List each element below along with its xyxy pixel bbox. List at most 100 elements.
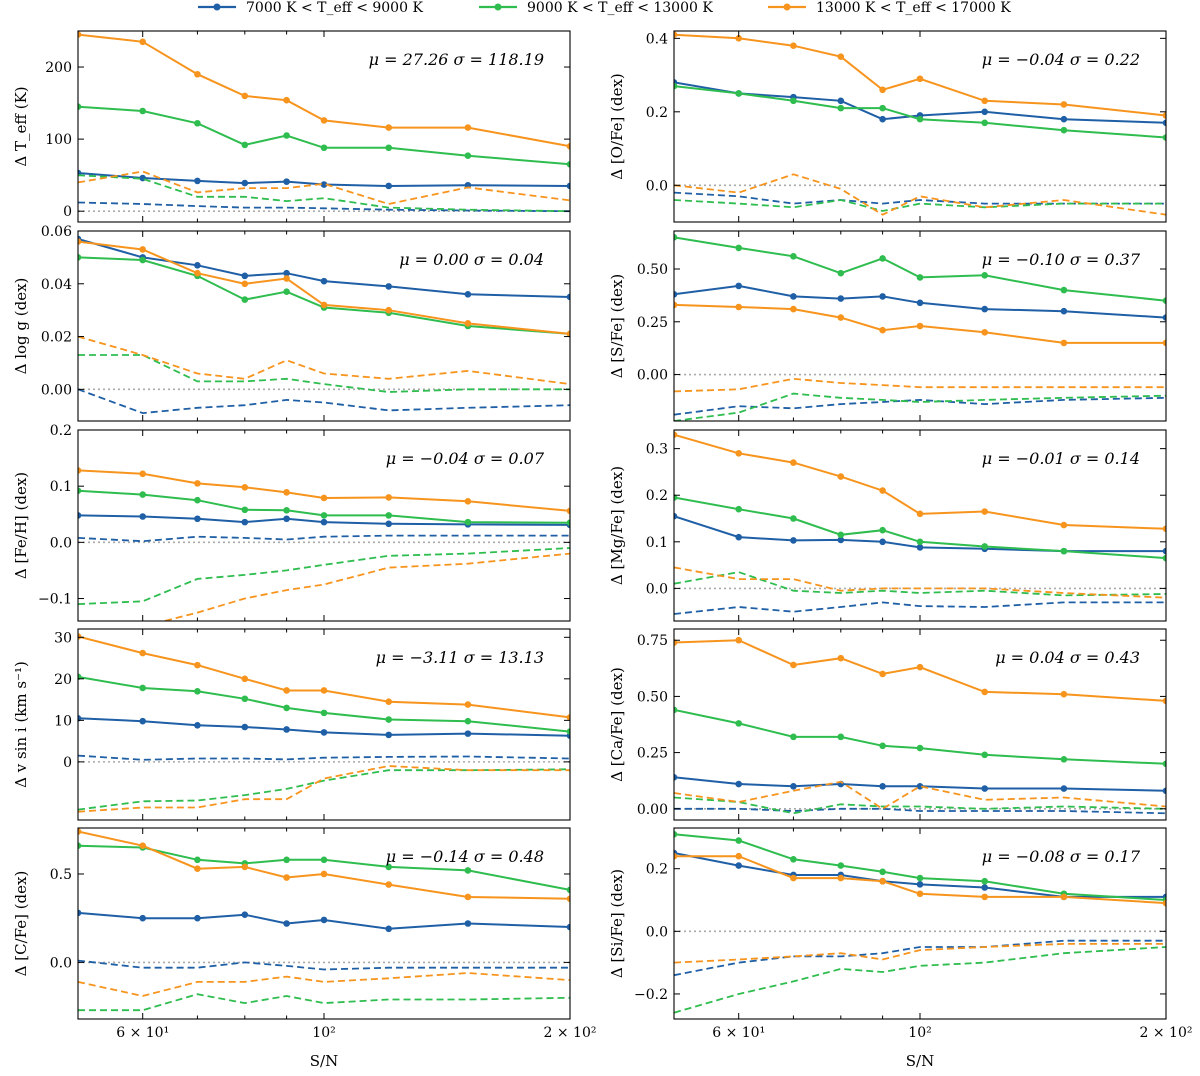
data-point-green: [283, 132, 290, 139]
series-dashed-blue: [674, 396, 1166, 416]
stats-annotation: μ = −0.10 σ = 0.37: [982, 250, 1141, 269]
stats-annotation: μ = −0.08 σ = 0.17: [982, 847, 1141, 866]
data-point-green: [837, 269, 845, 277]
series-dashed-green: [674, 392, 1166, 421]
data-point-orange: [879, 86, 886, 94]
y-tick-label: 0.2: [646, 105, 668, 121]
panel-6: 0.00 0.25 0.50 Δ [S/Fe] (dex) μ = −0.10 σ = …: [608, 230, 1167, 422]
data-point-orange: [283, 96, 290, 104]
y-axis-label: Δ [Si/Fe] (dex): [608, 869, 626, 978]
series-dashed-green: [78, 993, 570, 1012]
y-tick-label: −0.1: [38, 592, 72, 608]
series-dashed-orange: [78, 972, 570, 997]
series-dashed-orange: [674, 377, 1166, 393]
data-point-blue: [283, 920, 290, 927]
data-point-orange: [837, 314, 845, 321]
data-point-green: [566, 161, 570, 168]
data-point-green: [981, 877, 989, 885]
data-point-orange: [1162, 112, 1166, 119]
data-point-green: [241, 141, 249, 149]
data-point-orange: [916, 322, 924, 330]
data-point-blue: [1162, 547, 1166, 555]
data-point-green: [790, 97, 797, 105]
y-axis-label: Δ [Fe/H] (dex): [12, 472, 30, 579]
data-point-orange: [1162, 525, 1166, 533]
data-point-green: [735, 837, 743, 844]
data-point-orange: [879, 877, 886, 885]
data-point-green: [464, 717, 472, 725]
y-axis-label: Δ [Ca/Fe] (dex): [608, 667, 626, 782]
data-point-green: [916, 744, 924, 752]
data-point-blue: [790, 537, 797, 544]
series-dashed-blue: [674, 807, 1166, 815]
data-point-orange: [139, 246, 147, 253]
y-tick-label: 0.0: [646, 581, 668, 597]
data-point-orange: [916, 75, 924, 83]
data-point-green: [1060, 286, 1068, 294]
data-point-green: [1060, 126, 1068, 134]
data-point-orange: [879, 670, 886, 678]
panel-4: 6 × 10¹ 10² 2 × 10² 0.0 0.5 Δ [C/Fe] (dex) μ =…: [12, 827, 596, 1041]
data-point-green: [674, 830, 678, 838]
data-point-green: [735, 720, 743, 727]
data-point-orange: [241, 280, 249, 288]
data-point-blue: [139, 513, 147, 520]
series-line-green: [78, 675, 570, 733]
data-point-blue: [1162, 119, 1166, 127]
data-point-blue: [981, 305, 989, 313]
data-point-orange: [837, 53, 845, 61]
data-point-orange: [194, 70, 201, 78]
y-tick-label: 0.50: [637, 689, 668, 705]
series-line-green: [78, 105, 570, 166]
stats-annotation: μ = 0.04 σ = 0.43: [995, 648, 1140, 667]
panel-7: 0.0 0.1 0.2 0.3 Δ [Mg/Fe] (dex) μ = −0.01 σ =…: [608, 429, 1167, 622]
series-dashed-orange: [674, 173, 1166, 216]
data-point-orange: [385, 306, 393, 314]
data-point-orange: [78, 238, 82, 245]
data-point-orange: [1162, 697, 1166, 705]
series-dashed-green: [674, 796, 1166, 815]
data-point-green: [879, 255, 886, 262]
data-point-green: [283, 704, 290, 712]
series-line-orange: [78, 469, 570, 512]
data-point-orange: [464, 124, 472, 131]
data-point-green: [385, 144, 393, 152]
data-point-green: [1060, 756, 1068, 763]
y-tick-label: 0.1: [50, 479, 72, 495]
data-point-green: [385, 716, 393, 723]
data-point-orange: [241, 484, 249, 491]
data-point-orange: [1060, 339, 1068, 347]
y-tick-label: 200: [45, 60, 72, 76]
series-dashed-green: [674, 199, 1166, 212]
panel-1: 0.00 0.02 0.04 0.06 Δ log g (dex) μ = 0.00 σ …: [12, 224, 571, 422]
data-point-orange: [283, 874, 290, 881]
data-point-blue: [1060, 307, 1068, 315]
y-tick-label: 0.25: [637, 315, 668, 331]
data-point-orange: [464, 893, 472, 901]
data-point-blue: [464, 730, 472, 737]
data-point-blue: [194, 177, 201, 185]
legend: 7000 K < T_eff < 9000 K 9000 K < T_eff <…: [198, 0, 1011, 16]
data-point-green: [879, 104, 886, 112]
data-point-orange: [879, 487, 886, 494]
data-point-green: [1162, 134, 1166, 141]
data-point-orange: [241, 863, 249, 871]
series-dashed-blue: [78, 388, 570, 415]
legend-entry-blue: 7000 K < T_eff < 9000 K: [198, 0, 423, 16]
data-point-green: [385, 863, 393, 871]
stats-annotation: μ = −3.11 σ = 13.13: [376, 648, 544, 667]
data-point-blue: [916, 881, 924, 888]
data-point-orange: [385, 494, 393, 501]
y-tick-label: 0.0: [50, 535, 72, 551]
y-tick-label: 10: [54, 713, 72, 729]
data-point-orange: [194, 865, 201, 872]
data-point-orange: [790, 459, 797, 466]
data-point-green: [879, 742, 886, 750]
data-point-blue: [1162, 314, 1166, 321]
data-point-orange: [674, 852, 678, 860]
data-point-blue: [385, 925, 393, 933]
data-point-blue: [241, 272, 249, 280]
data-point-blue: [385, 182, 393, 190]
data-point-orange: [241, 675, 249, 683]
